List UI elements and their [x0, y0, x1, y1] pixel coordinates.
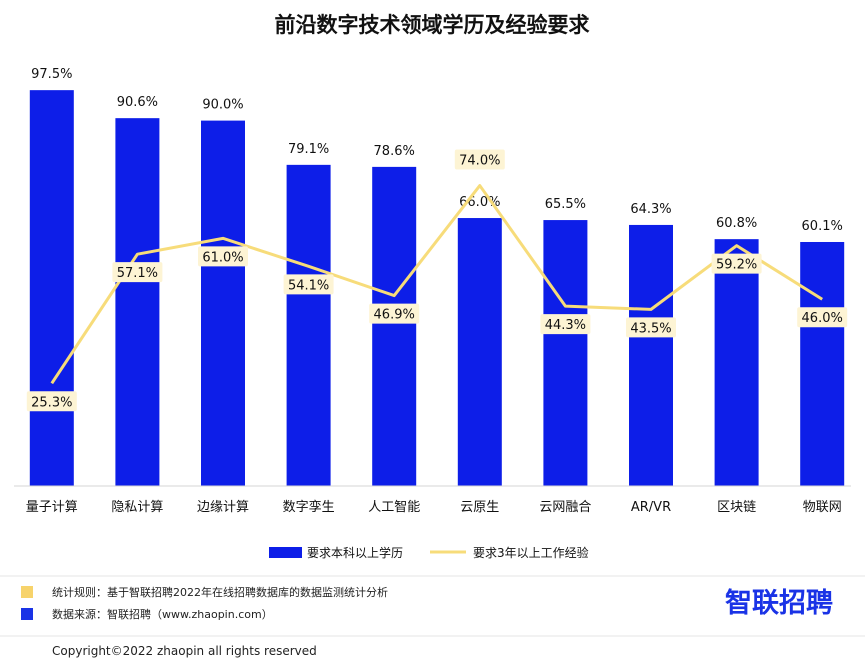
line-path [50, 184, 823, 385]
bar-value-label-3: 79.1% [288, 142, 329, 157]
line-value-label-1: 57.1% [117, 266, 158, 281]
line-value-label-8: 59.2% [716, 258, 757, 273]
line-value-label-3: 54.1% [288, 278, 329, 293]
bar-value-label-7: 64.3% [630, 202, 671, 217]
bar-1 [115, 118, 160, 486]
source-note-text: 数据来源：智联招聘（www.zhaopin.com） [52, 607, 273, 621]
legend-line-label: 要求3年以上工作经验 [473, 545, 589, 560]
line-value-label-5: 74.0% [459, 154, 500, 169]
line-value-label-2: 61.0% [202, 250, 243, 265]
line-value-box-1 [112, 262, 163, 283]
line-value-box-3 [283, 274, 334, 295]
line-value-box-9 [797, 307, 848, 328]
line-value-label-9: 46.0% [802, 311, 843, 326]
category-axis-labels: 量子计算 隐私计算 边缘计算 数字孪生 人工智能 云原生 云网融合 AR/VR 区块链 物联网 [26, 499, 842, 515]
line-value-label-4: 46.9% [374, 308, 415, 323]
line-value-box-2 [198, 246, 248, 267]
category-label-4: 人工智能 [368, 500, 420, 515]
category-label-1: 隐私计算 [111, 500, 163, 515]
category-label-0: 量子计算 [26, 500, 78, 515]
line-value-box-6 [540, 314, 591, 335]
brand-logo: 智联招聘 [725, 588, 833, 619]
category-label-2: 边缘计算 [197, 500, 249, 515]
line-value-label-0: 25.3% [31, 395, 72, 410]
source-note-marker [21, 608, 33, 620]
line-value-box-0 [26, 391, 77, 412]
category-label-8: 区块链 [717, 500, 756, 515]
bar-value-label-4: 78.6% [374, 144, 415, 159]
category-label-6: 云网融合 [539, 500, 591, 515]
line-value-label-7: 43.5% [630, 321, 671, 336]
chart-title: 前沿数字技术领域学历及经验要求 [275, 13, 590, 37]
line-value-box-8 [711, 253, 762, 274]
bar-3 [286, 164, 331, 486]
line-value-box-5 [454, 149, 505, 170]
legend-bar-swatch [269, 547, 302, 558]
line-value-box-7 [626, 317, 676, 338]
bar-series [29, 90, 845, 487]
line-series: 25.3% 57.1% 61.0% 54.1% 46.9% 74.0% 44.3% 43.5%… [26, 149, 848, 412]
legend-bar-label: 要求本科以上学历 [307, 545, 403, 560]
bar-4 [372, 166, 417, 486]
bar-value-labels: 97.5%90.6% 90.0%79.1% 78.6%66.0% 65.5% 64.3%… [31, 67, 843, 234]
bar-6 [543, 220, 588, 486]
bar-0 [29, 90, 74, 487]
bar-value-label-9: 60.1% [802, 219, 843, 234]
category-label-3: 数字孪生 [283, 499, 335, 515]
rule-note-text: 统计规则：基于智联招聘2022年在线招聘数据库的数据监测统计分析 [52, 585, 388, 599]
bar-9 [800, 241, 845, 486]
rule-note-marker [21, 586, 33, 598]
bar-value-label-2: 90.0% [202, 98, 243, 113]
category-label-5: 云原生 [460, 500, 499, 515]
category-label-7: AR/VR [631, 500, 671, 515]
line-value-box-4 [369, 303, 420, 324]
bar-value-label-1: 90.6% [117, 95, 158, 110]
copyright-text: Copyright©2022 zhaopin all rights reserv… [52, 644, 317, 658]
bar-value-label-8: 60.8% [716, 216, 757, 231]
bar-value-label-0: 97.5% [31, 67, 72, 82]
bar-7 [629, 224, 673, 486]
category-label-9: 物联网 [803, 500, 842, 515]
bar-8 [714, 239, 759, 486]
line-value-label-6: 44.3% [545, 318, 586, 333]
bar-value-label-6: 65.5% [545, 197, 586, 212]
bar-2 [201, 120, 245, 486]
bar-5 [457, 218, 502, 487]
